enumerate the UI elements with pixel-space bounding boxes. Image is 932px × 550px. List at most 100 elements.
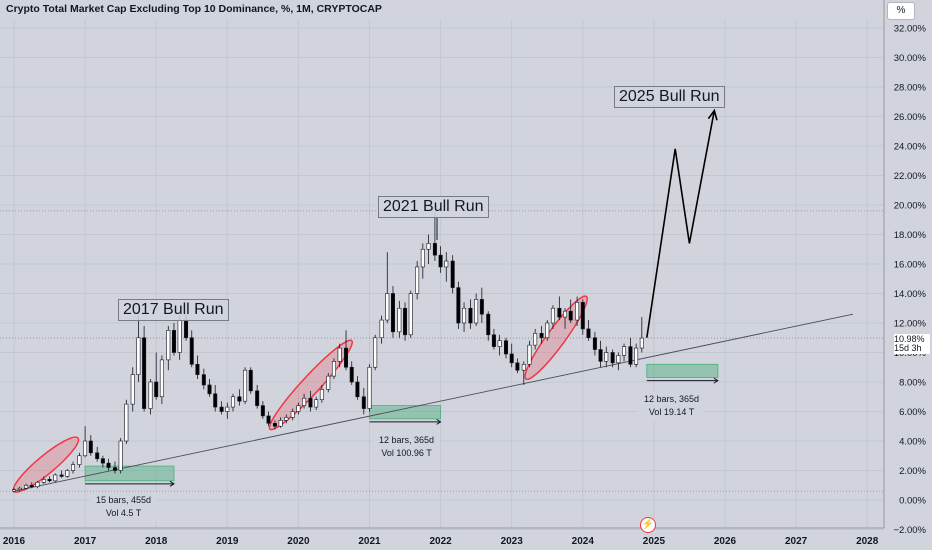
candle-body <box>314 399 319 408</box>
candle-body <box>124 403 129 442</box>
candle-body <box>59 474 64 477</box>
candle-body <box>112 467 117 471</box>
candle-body <box>154 381 159 398</box>
candle-body <box>302 397 307 406</box>
y-tick-label: 2.00% <box>899 466 926 477</box>
candle-body <box>474 299 479 324</box>
candle-body <box>177 319 182 353</box>
lightning-bolt-icon[interactable]: ⚡ <box>640 517 656 533</box>
candle-body <box>557 307 562 318</box>
candle-body <box>219 406 224 412</box>
candle-body <box>479 299 484 315</box>
x-tick-label: 2021 <box>358 536 381 547</box>
candle-body <box>509 353 514 364</box>
y-tick-label: −2.00% <box>894 525 927 536</box>
candle-body <box>604 352 609 362</box>
candle-body <box>12 489 17 492</box>
candle-body <box>255 390 260 406</box>
y-tick-label: 8.00% <box>899 378 926 389</box>
candle-body <box>195 363 200 375</box>
range-arrow-head <box>713 377 719 384</box>
candle-body <box>344 347 349 368</box>
candle-body <box>450 260 455 288</box>
bull-run-2025-label[interactable]: 2025 Bull Run <box>614 86 725 108</box>
candle-body <box>355 381 360 398</box>
range-info-3-bars: 12 bars, 365d <box>644 394 700 404</box>
range-box <box>84 465 175 482</box>
candle-body <box>568 310 573 321</box>
candle-body <box>468 307 473 324</box>
y-tick-label: 28.00% <box>894 83 927 94</box>
candle-body <box>349 366 354 383</box>
x-tick-label: 2020 <box>287 536 310 547</box>
candle-body <box>432 243 437 256</box>
range-box <box>369 405 441 420</box>
candle-body <box>326 375 331 390</box>
candle-body <box>415 266 420 294</box>
candle-body <box>201 374 206 386</box>
candle-body <box>272 422 277 427</box>
y-tick-label: 24.00% <box>894 142 927 153</box>
candle-body <box>586 328 591 339</box>
candle-body <box>515 362 520 371</box>
candle-body <box>491 334 496 347</box>
bull-run-2021-label[interactable]: 2021 Bull Run <box>378 196 489 218</box>
projection-arrow-head <box>707 108 718 121</box>
range-info-2[interactable]: 12 bars, 365d Vol 100.96 T <box>373 432 441 462</box>
candle-body <box>29 484 34 488</box>
x-tick-label: 2028 <box>856 536 879 547</box>
range-info-1[interactable]: 15 bars, 455d Vol 4.5 T <box>90 492 158 522</box>
candle-body <box>426 243 431 250</box>
range-info-3-vol: Vol 19.14 T <box>648 407 695 417</box>
candle-body <box>136 337 141 375</box>
x-tick-label: 2019 <box>216 536 239 547</box>
candle-body <box>610 352 615 364</box>
candle-body <box>504 340 509 355</box>
y-tick-label: 18.00% <box>894 230 927 241</box>
candle-body <box>331 361 336 377</box>
candle-body <box>456 287 461 324</box>
range-info-1-bars: 15 bars, 455d <box>96 495 152 505</box>
candle-body <box>88 440 93 454</box>
candle-body <box>83 440 88 457</box>
x-tick-label: 2017 <box>74 536 97 547</box>
candle-body <box>616 355 621 364</box>
x-tick-label: 2026 <box>714 536 737 547</box>
candle-body <box>47 479 52 482</box>
candle-body <box>550 307 555 324</box>
candle-body <box>77 455 82 465</box>
candle-body <box>71 464 76 471</box>
y-tick-label: 12.00% <box>894 319 927 330</box>
range-info-3[interactable]: 12 bars, 365d Vol 19.14 T <box>638 391 706 421</box>
x-tick-label: 2024 <box>572 536 595 547</box>
bull-run-2017-label[interactable]: 2017 Bull Run <box>118 299 229 321</box>
candle-body <box>444 260 449 268</box>
percent-scale-button[interactable]: % <box>887 2 915 20</box>
candle-body <box>575 302 580 321</box>
last-price-value: 10.98% <box>894 334 925 344</box>
x-tick-label: 2022 <box>429 536 452 547</box>
range-info-1-vol: Vol 4.5 T <box>105 508 142 518</box>
candle-body <box>166 330 171 361</box>
candle-body <box>527 344 532 365</box>
range-info-2-vol: Vol 100.96 T <box>381 448 432 458</box>
candle-body <box>622 346 627 356</box>
y-tick-label: 0.00% <box>899 496 926 507</box>
candle-body <box>106 462 111 468</box>
candle-body <box>207 384 212 395</box>
candle-body <box>319 389 324 400</box>
candle-body <box>95 452 100 459</box>
candle-body <box>237 396 242 402</box>
x-tick-label: 2023 <box>501 536 524 547</box>
candle-body <box>248 369 253 392</box>
y-tick-label: 14.00% <box>894 289 927 300</box>
trendline <box>13 313 854 492</box>
candle-body <box>539 333 544 339</box>
candle-body <box>379 319 384 339</box>
candle-body <box>118 440 123 471</box>
candle-body <box>545 322 550 339</box>
candle-body <box>373 337 378 368</box>
projection-path <box>646 110 716 338</box>
